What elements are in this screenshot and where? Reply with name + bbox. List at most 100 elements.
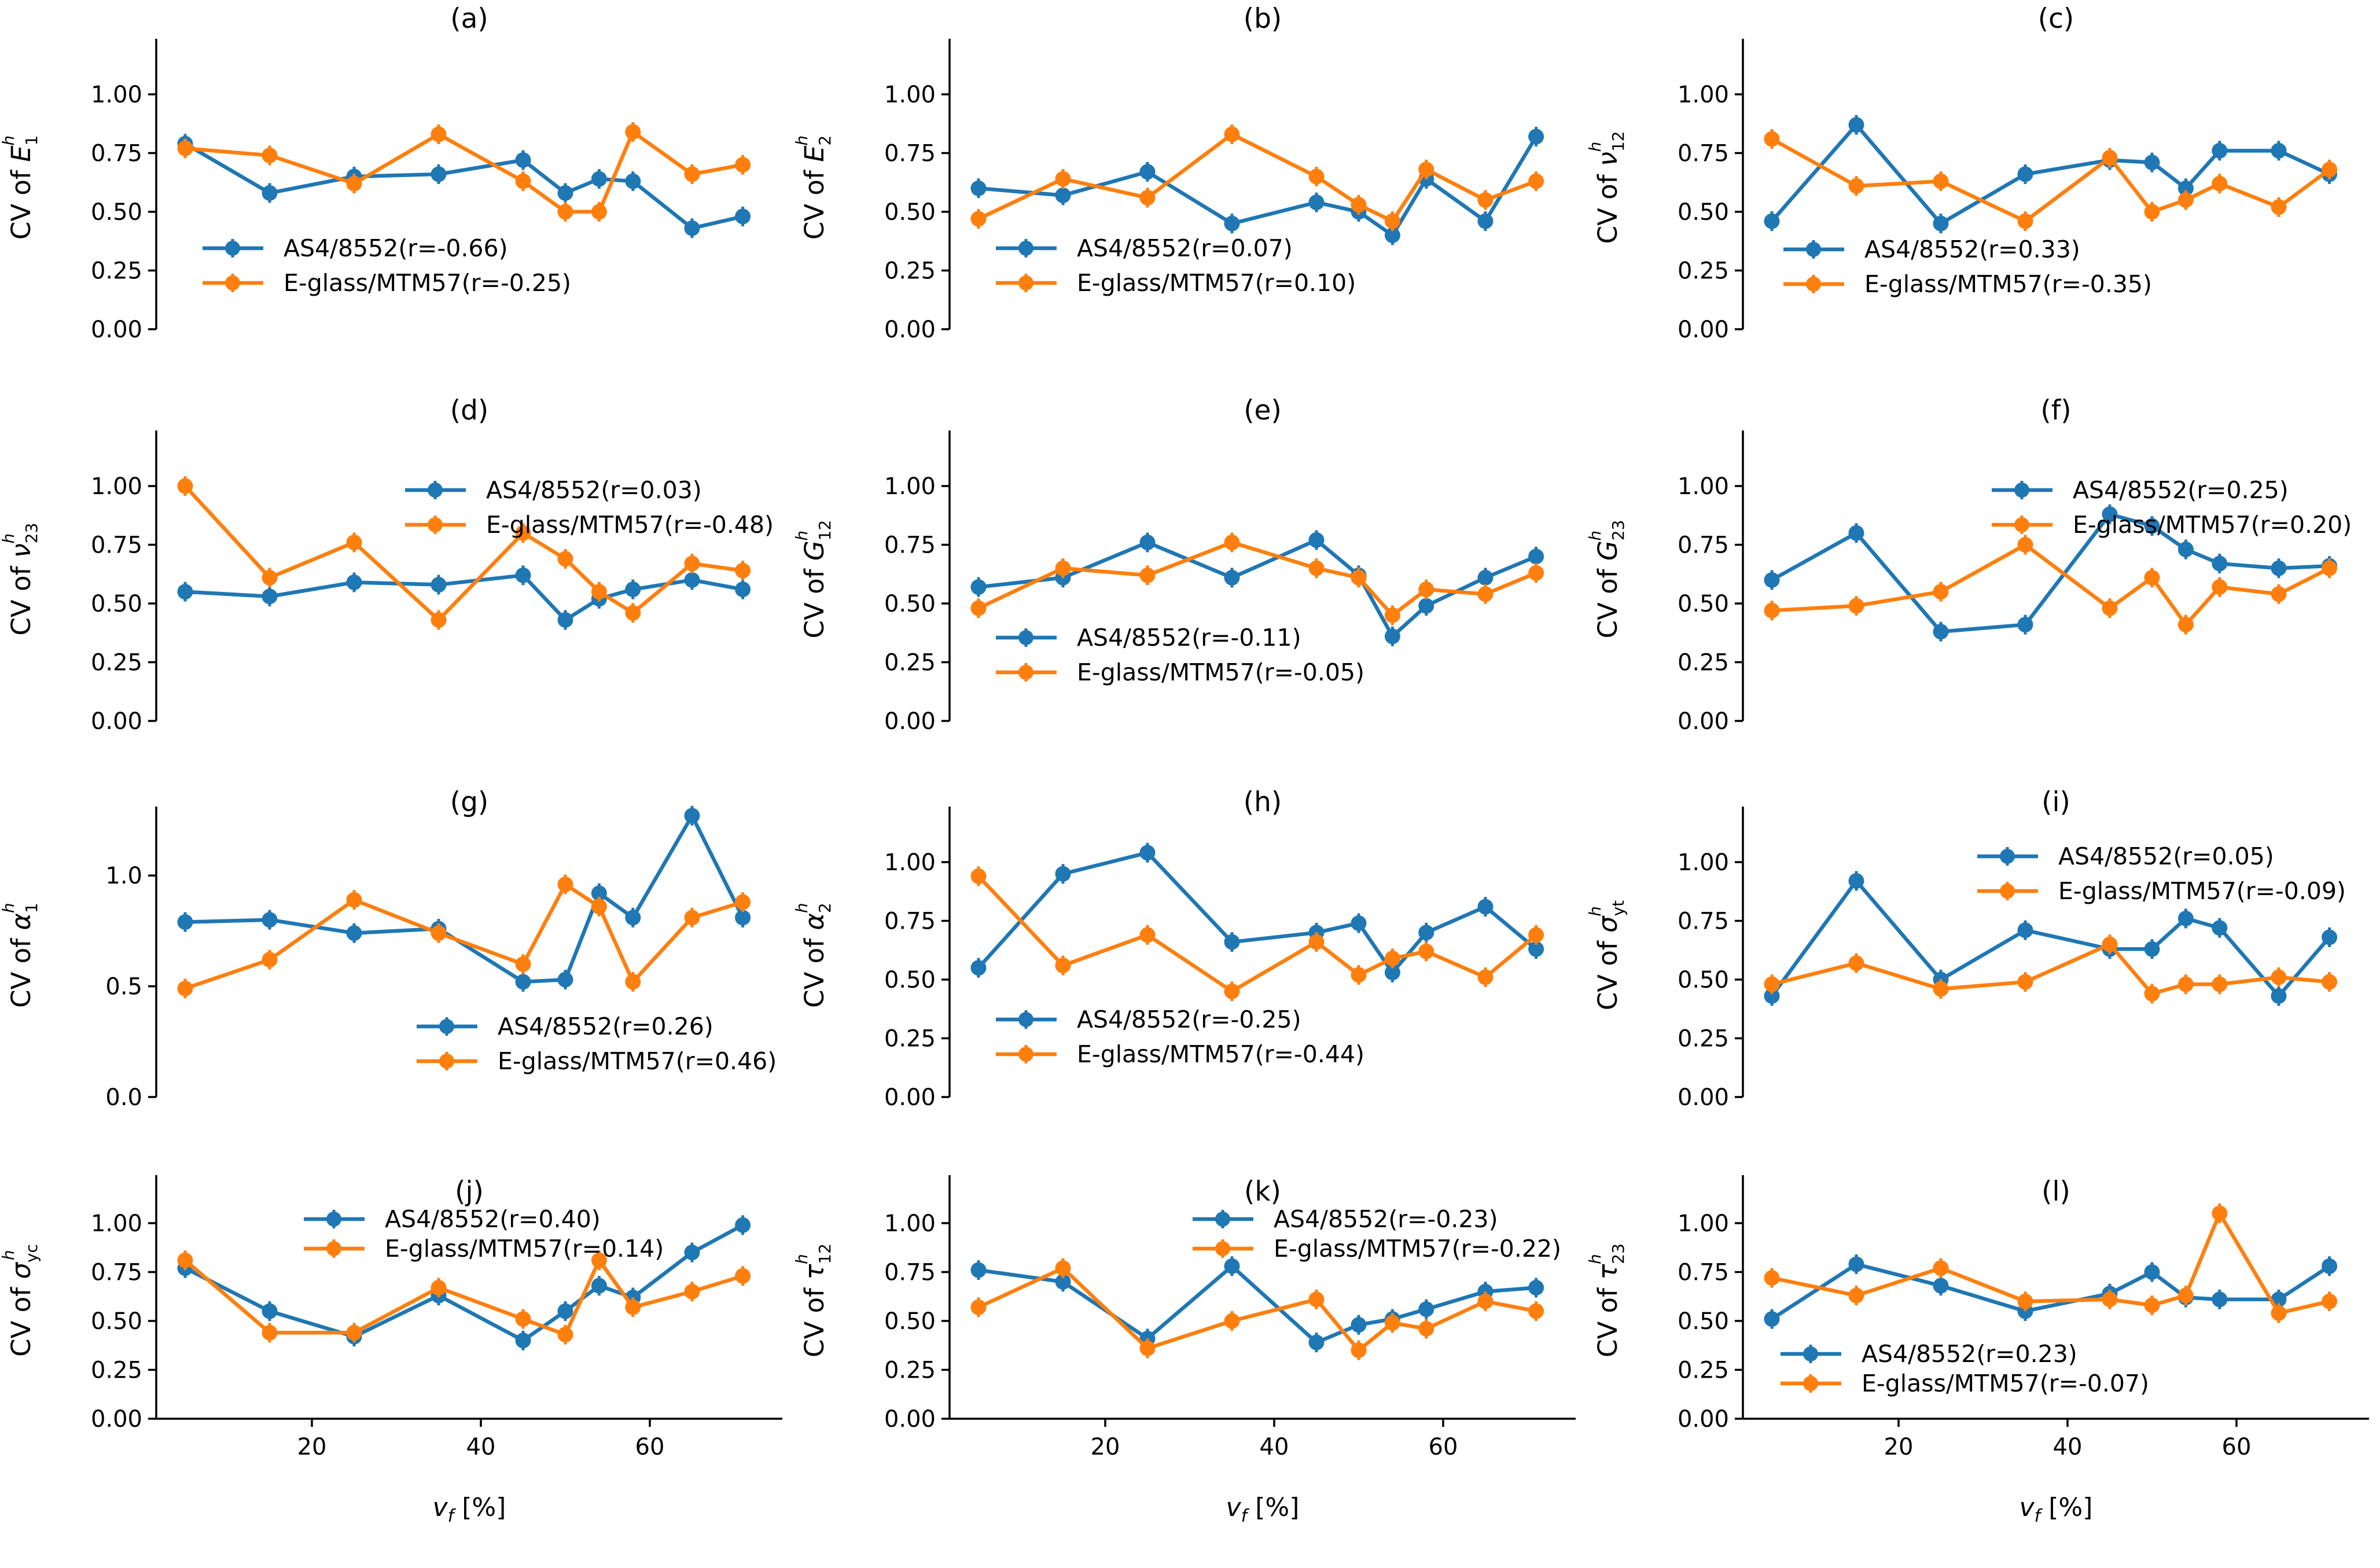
legend-sample-marker	[1018, 630, 1033, 645]
legend-entry-label: AS4/8552(r=0.40)	[385, 1205, 601, 1233]
series-eglass-marker	[2322, 1293, 2338, 1309]
series-eglass-marker	[431, 925, 447, 941]
series-as4-marker	[1418, 1301, 1434, 1317]
subplot-i: 0.00 0.25 0.50 0.75 1.00 (i) CV of σyth AS4/855…	[1587, 786, 2346, 1111]
series-eglass-marker	[1933, 173, 1949, 189]
y-axis-label: CV of E2h	[793, 135, 834, 240]
series-eglass-marker	[431, 612, 447, 628]
series-as4-marker	[1055, 866, 1071, 882]
legend-entry-label: E-glass/MTM57(r=-0.25)	[284, 269, 571, 297]
series-eglass-marker	[2017, 213, 2033, 229]
y-axis-label: CV of ν12h	[1587, 131, 1628, 244]
y-tick-label: 0.00	[884, 708, 936, 735]
y-axis-label: CV of α1h	[0, 903, 41, 1008]
legend: AS4/8552(r=0.26) E-glass/MTM57(r=0.46)	[417, 1013, 777, 1075]
series-as4-marker	[970, 960, 987, 976]
series-as4-marker	[591, 1278, 607, 1294]
series-eglass-marker	[1848, 1287, 1864, 1304]
series-as4-marker	[1418, 925, 1434, 941]
legend-entry-label: E-glass/MTM57(r=-0.44)	[1077, 1040, 1364, 1068]
series-eglass-marker	[1933, 584, 1949, 600]
series-as4-marker	[684, 220, 700, 236]
series-eglass-marker	[2102, 600, 2118, 616]
series-as4-marker	[2212, 555, 2228, 572]
y-tick-label: 0.25	[91, 650, 142, 676]
series-eglass-marker	[1139, 190, 1156, 206]
series-eglass-marker	[1308, 1291, 1325, 1308]
legend-sample-marker	[1018, 241, 1033, 256]
legend: AS4/8552(r=0.05) E-glass/MTM57(r=-0.09)	[1977, 842, 2346, 905]
series-as4-marker	[970, 180, 987, 196]
legend-sample-marker	[428, 517, 443, 532]
y-tick-label: 0.00	[884, 316, 936, 343]
panel-title: (e)	[1244, 395, 1282, 426]
legend: AS4/8552(r=-0.23)E-glass/MTM57(r=-0.22)	[1193, 1205, 1561, 1263]
series-eglass-marker	[2177, 976, 2194, 992]
series-eglass-marker	[1764, 1270, 1780, 1286]
series-as4-marker	[735, 581, 751, 598]
series-eglass-marker	[625, 605, 641, 621]
series-as4-marker	[1224, 569, 1240, 586]
series-eglass-marker	[1384, 213, 1400, 229]
series-eglass-marker	[346, 175, 362, 192]
y-tick-label: 1.0	[105, 863, 142, 889]
series-eglass-marker	[1418, 1321, 1434, 1337]
series-as4-marker	[262, 912, 278, 928]
series-as4-marker	[1477, 899, 1494, 915]
x-tick-label: 20	[1884, 1434, 1914, 1460]
legend-sample-marker	[2014, 483, 2029, 498]
y-tick-label: 0.50	[91, 1308, 142, 1335]
y-tick-label: 0.50	[91, 591, 142, 617]
series-eglass-marker	[1764, 602, 1780, 619]
series-eglass-marker	[2212, 976, 2228, 992]
legend-sample-marker	[439, 1054, 454, 1069]
series-as4-line	[1770, 879, 2331, 998]
y-tick-label: 1.00	[884, 849, 936, 876]
series-as4-marker	[177, 914, 193, 930]
legend: AS4/8552(r=0.40)E-glass/MTM57(r=0.14)	[304, 1205, 664, 1263]
series-eglass-marker	[1477, 586, 1494, 602]
legend: AS4/8552(r=-0.11) E-glass/MTM57(r=-0.05)	[996, 624, 1364, 686]
legend-sample-marker	[1806, 242, 1821, 257]
x-axis-label: vf [%]	[2019, 1493, 2093, 1526]
series-as4-marker	[2102, 506, 2118, 522]
x-axis-label: vf [%]	[433, 1493, 506, 1526]
panel-title: (j)	[455, 1176, 484, 1208]
legend-entry-label: AS4/8552(r=-0.25)	[1077, 1006, 1301, 1033]
panel-title: (i)	[2041, 786, 2070, 818]
series-as4-marker	[625, 910, 641, 926]
legend-entry-label: E-glass/MTM57(r=0.10)	[1077, 269, 1356, 297]
series-as4-marker	[1224, 215, 1240, 231]
series-eglass-marker	[1528, 927, 1544, 943]
series-eglass-marker	[970, 1299, 987, 1315]
series-as4-marker	[735, 1217, 751, 1233]
series-eglass-marker	[346, 1324, 362, 1341]
series-as4-marker	[1418, 598, 1434, 614]
series-eglass-marker	[1418, 161, 1434, 178]
legend-entry-label: E-glass/MTM57(r=-0.09)	[2058, 877, 2346, 905]
series-eglass-marker	[1224, 983, 1240, 999]
y-tick-label: 0.75	[884, 908, 936, 935]
legend-sample-marker	[439, 1019, 454, 1034]
legend-entry-label: AS4/8552(r=0.05)	[2058, 842, 2274, 870]
series-eglass-marker	[1224, 1313, 1240, 1329]
y-tick-label: 0.00	[1678, 708, 1729, 735]
legend-sample-marker	[225, 275, 240, 290]
series-as4-marker	[515, 974, 531, 990]
y-tick-label: 0.75	[1678, 908, 1729, 935]
y-tick-label: 0.50	[884, 1308, 936, 1335]
series-as4-marker	[2017, 922, 2033, 938]
series-eglass-marker	[1477, 969, 1494, 985]
series-eglass-line	[183, 1258, 744, 1337]
series-as4-marker	[2177, 542, 2194, 558]
series-as4-marker	[431, 577, 447, 593]
y-tick-label: 0.25	[1678, 258, 1729, 285]
x-tick-label: 60	[2222, 1434, 2252, 1460]
y-tick-label: 0.00	[1678, 1084, 1729, 1111]
series-as4-line	[977, 851, 1537, 975]
series-as4-line	[1770, 123, 2330, 226]
series-eglass-marker	[2322, 161, 2338, 178]
y-tick-label: 0.00	[1678, 1406, 1729, 1433]
series-eglass-line	[977, 875, 1537, 993]
y-tick-label: 0.50	[1678, 199, 1729, 226]
